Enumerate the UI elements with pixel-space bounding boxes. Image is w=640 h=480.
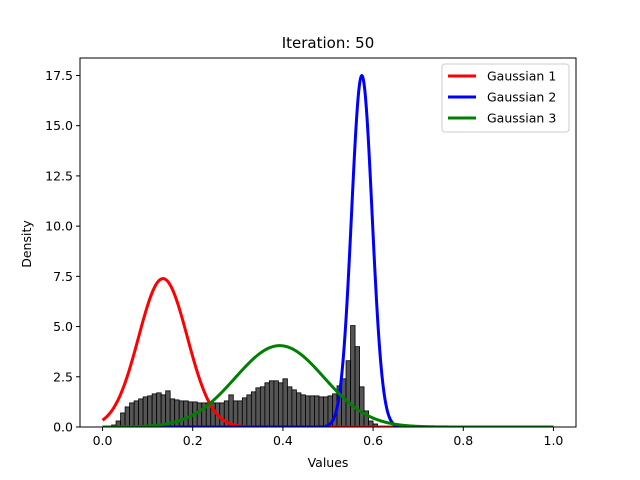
- x-axis-title: Values: [308, 455, 349, 470]
- histogram-bar: [305, 395, 311, 428]
- histogram-bar: [323, 396, 329, 428]
- histogram-bar: [183, 400, 189, 428]
- x-tick-label: 1.0: [544, 433, 564, 448]
- histogram-bar: [151, 393, 158, 428]
- legend: Gaussian 1 Gaussian 2 Gaussian 3: [441, 63, 570, 133]
- x-tick-label: 0.6: [363, 433, 383, 448]
- y-tick-label: 12.5: [45, 168, 73, 183]
- x-tick-label: 0.4: [273, 433, 293, 448]
- series-line-gaussian-2: [101, 74, 555, 427]
- y-tick-label: 17.5: [45, 68, 73, 83]
- series-line-gaussian-1: [101, 277, 555, 427]
- x-tick-label: 0.8: [453, 433, 473, 448]
- series-group: [101, 74, 555, 427]
- histogram-bar: [156, 392, 162, 428]
- histogram-bar: [246, 394, 252, 428]
- legend-label: Gaussian 2: [487, 90, 556, 105]
- histogram-bar: [147, 395, 153, 428]
- histogram-bar: [296, 392, 302, 428]
- histogram-bar: [268, 380, 275, 428]
- histogram-bar: [314, 395, 320, 428]
- histogram-bar: [178, 400, 185, 428]
- histogram-bar: [165, 390, 171, 428]
- histogram-bar: [350, 325, 356, 428]
- histogram-bar: [160, 394, 167, 428]
- y-axis-title: Density: [19, 220, 34, 268]
- series-line-gaussian-3: [101, 344, 555, 427]
- histogram-bar: [232, 400, 239, 428]
- histogram-bar: [300, 394, 306, 428]
- histogram-bar: [345, 360, 351, 428]
- x-tick-label: 0.2: [183, 433, 203, 448]
- legend-label: Gaussian 1: [487, 69, 556, 84]
- histogram-bar: [264, 382, 270, 428]
- histogram-bar: [196, 402, 203, 428]
- histogram-bar: [282, 378, 288, 428]
- histogram-bar: [287, 386, 293, 428]
- chart-title: Iteration: 50: [282, 34, 375, 52]
- histogram-bar: [124, 406, 131, 428]
- histogram-bar: [241, 397, 248, 428]
- histogram-bar: [341, 378, 347, 428]
- legend-label: Gaussian 3: [487, 111, 556, 126]
- histogram-bar: [142, 396, 149, 428]
- histogram-bar: [273, 380, 279, 428]
- y-tick-label: 0.0: [53, 420, 73, 435]
- y-tick-label: 15.0: [45, 118, 73, 133]
- histogram-bar: [129, 402, 135, 428]
- axes-frame: [79, 57, 577, 428]
- histogram-bar: [255, 387, 261, 428]
- histogram-bar: [259, 386, 266, 428]
- x-tick-label: 0.0: [93, 433, 113, 448]
- histogram-bar: [138, 398, 144, 428]
- y-tick-label: 5.0: [53, 319, 73, 334]
- histogram-bar: [309, 395, 315, 428]
- histogram-bar: [291, 389, 297, 428]
- histogram-bar: [120, 412, 126, 428]
- histogram-bar: [250, 391, 257, 428]
- plot-area: 0.0 0.2 0.4 0.6 0.8 1.0 0.0 2.5 5.0 7.5 10.0 12.5 15…: [45, 57, 577, 448]
- histogram-bar: [133, 400, 140, 428]
- histogram-bar: [277, 382, 284, 428]
- legend-box: [441, 63, 570, 133]
- y-tick-label: 10.0: [45, 219, 73, 234]
- histogram-bar: [359, 386, 365, 428]
- histogram-bar: [219, 402, 225, 428]
- y-tick-label: 2.5: [53, 369, 73, 384]
- histogram-bar: [237, 400, 243, 428]
- histogram-bar: [354, 346, 360, 428]
- y-tick-label: 7.5: [53, 269, 73, 284]
- histogram-bar: [318, 396, 324, 428]
